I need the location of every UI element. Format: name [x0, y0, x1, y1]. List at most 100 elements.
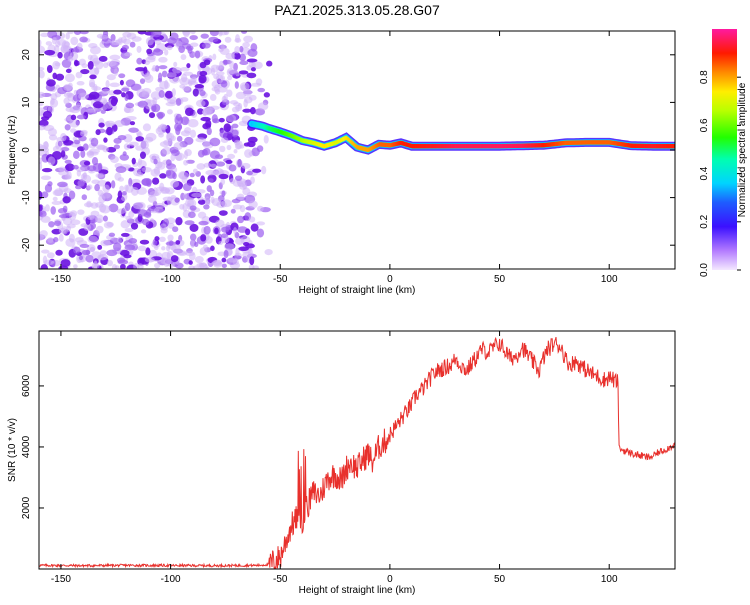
spectrogram-noise-blob [243, 241, 250, 247]
spectrogram-ridge-cell [573, 140, 576, 145]
snr-xtick-label: -150 [51, 574, 71, 585]
spectrogram-noise-blob [129, 41, 136, 48]
spectrogram-noise-blob [98, 203, 107, 213]
spectrogram-noise-blob [58, 227, 67, 234]
spectrogram-ridge-cell [522, 143, 524, 148]
spectrogram-noise-blob [119, 154, 130, 161]
spectrogram-noise-blob [39, 45, 46, 54]
spectrogram-ridge-cell [668, 143, 670, 149]
spectrogram-noise-blob [189, 205, 197, 211]
spectrogram-noise-blob [218, 210, 228, 216]
spectrogram-noise-blob [144, 72, 152, 81]
spectrogram-noise-blob [96, 218, 102, 224]
spectrogram-ridge-cell [518, 143, 520, 148]
spectrogram-noise-blob [221, 263, 227, 268]
spectrogram-noise-blob [220, 137, 229, 144]
spectrogram-noise-blob [190, 129, 197, 138]
spectrogram-noise-blob [231, 129, 239, 138]
spectrogram-noise-blob [195, 99, 206, 108]
spectrogram-ridge-cell [656, 143, 659, 149]
spectrogram-noise-blob [42, 110, 53, 119]
spectrogram-noise-blob [153, 206, 164, 214]
spectrogram-xtick-label: 0 [387, 274, 393, 285]
spectrogram-noise-blob [53, 237, 59, 243]
spectrogram-ridge-cell [559, 141, 561, 146]
spectrogram-ridge-cell [319, 142, 322, 148]
spectrogram-ridge-cell [409, 143, 411, 148]
spectrogram-ridge-cell [336, 139, 339, 145]
spectrogram-noise-blob [55, 249, 63, 256]
spectrogram-noise-blob [111, 263, 118, 269]
spectrogram-noise-blob [78, 58, 86, 66]
spectrogram-ridge-cell [528, 143, 531, 148]
spectrogram-noise-blob [165, 72, 177, 78]
spectrogram-noise-blob [135, 136, 145, 142]
spectrogram-ridge-cell [560, 141, 562, 146]
spectrogram-noise-blob [57, 51, 63, 59]
spectrogram-ridge-cell [452, 143, 455, 149]
spectrogram-noise-blob [188, 265, 195, 269]
spectrogram-ridge-cell [426, 143, 428, 149]
spectrogram-noise-blob [105, 80, 110, 88]
spectrogram-noise-blob [128, 141, 139, 147]
spectrogram-noise-blob [266, 60, 273, 67]
spectrogram-ridge-cell [349, 139, 352, 144]
spectrogram-ridge-cell [524, 143, 527, 148]
spectrogram-ridge-cell [472, 143, 474, 149]
spectrogram-noise-blob [186, 45, 194, 51]
spectrogram-noise-blob [52, 60, 61, 70]
spectrogram-ridge-cell [552, 141, 555, 147]
spectrogram-ridge-cell [619, 141, 622, 147]
spectrogram-noise-blob [119, 79, 124, 86]
spectrogram-ridge-cell [315, 141, 318, 146]
spectrogram-noise-blob [80, 68, 90, 75]
spectrogram-noise-blob [89, 74, 97, 80]
spectrogram-noise-blob [58, 213, 70, 219]
spectrogram-noise-blob [189, 42, 199, 47]
spectrogram-noise-blob [106, 260, 113, 267]
spectrogram-noise-blob [116, 208, 126, 215]
spectrogram-ridge-cell [289, 133, 291, 138]
spectrogram-ridge-cell [410, 143, 412, 149]
spectrogram-noise-blob [204, 196, 210, 205]
spectrogram-ridge-cell [387, 142, 390, 148]
spectrogram-noise-blob [189, 223, 199, 232]
spectrogram-noise-blob [248, 216, 256, 223]
spectrogram-noise-blob [214, 227, 219, 235]
spectrogram-noise-blob [227, 75, 233, 81]
colorbar-tick-label: 0.8 [699, 70, 710, 84]
spectrogram-noise-blob [72, 150, 80, 160]
spectrogram-noise-blob [57, 181, 68, 188]
spectrogram-noise-blob [158, 132, 164, 138]
spectrogram-ridge-cell [402, 141, 405, 146]
spectrogram-noise-blob [87, 60, 94, 70]
spectrogram-ridge-cell [435, 143, 437, 149]
spectrogram-noise-blob [190, 239, 196, 248]
spectrogram-noise-blob [41, 168, 53, 173]
spectrogram-ridge-cell [327, 142, 330, 148]
spectrogram-xtick-label: 50 [494, 274, 506, 285]
spectrogram-noise-blob [87, 214, 95, 220]
spectrogram-ridge-cell [553, 141, 556, 147]
spectrogram-xtick-label: -50 [273, 274, 288, 285]
spectrogram-ridge-cell [303, 138, 306, 144]
spectrogram-noise-blob [175, 217, 183, 226]
spectrogram-noise-blob [117, 190, 123, 199]
spectrogram-noise-blob [209, 31, 220, 37]
spectrogram-noise-blob [257, 87, 266, 93]
spectrogram-noise-blob [218, 117, 225, 123]
spectrogram-noise-blob [241, 162, 251, 170]
spectrogram-ridge-cell [490, 143, 493, 149]
spectrogram-noise-blob [223, 249, 229, 259]
spectrogram-noise-blob [182, 182, 192, 192]
spectrogram-ridge-cell [647, 143, 649, 149]
spectrogram-ridge-cell [503, 143, 506, 149]
spectrogram-noise-blob [120, 263, 126, 269]
spectrogram-noise-blob [257, 205, 264, 212]
spectrogram-noise-blob [123, 143, 131, 150]
spectrogram-noise-blob [242, 187, 251, 196]
spectrogram-ridge-cell [607, 140, 610, 145]
spectrogram-noise-blob [146, 48, 153, 55]
spectrogram-ridge-cell [651, 143, 653, 149]
spectrogram-noise-blob [233, 62, 238, 72]
